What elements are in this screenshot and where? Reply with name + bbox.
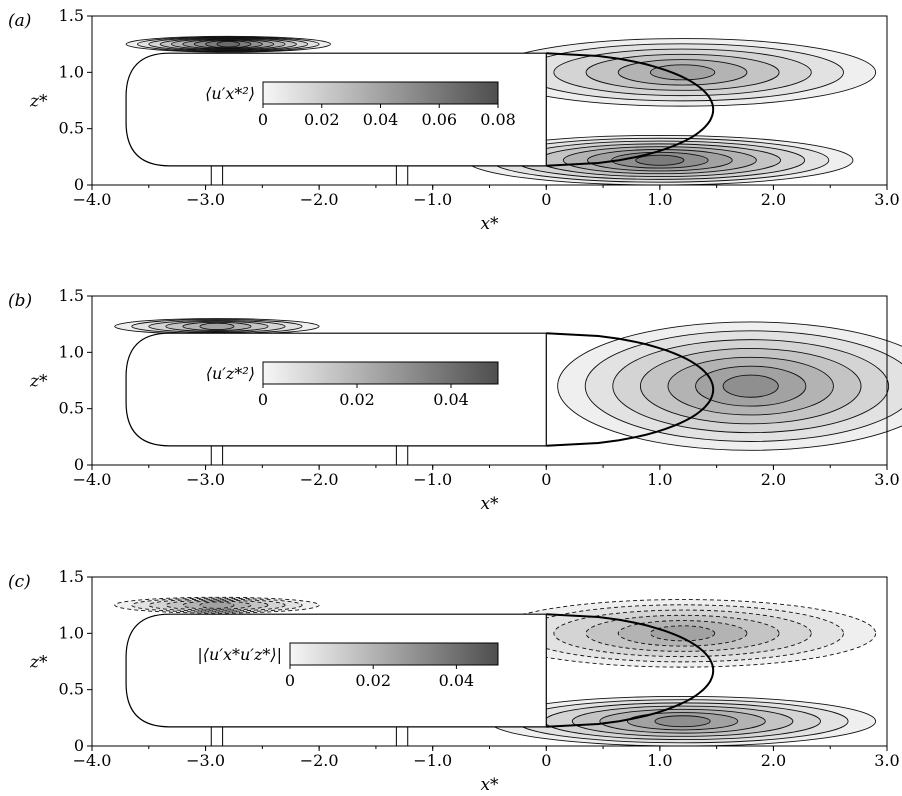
x-tick-label: 0 [541,470,551,489]
plot-area [125,35,877,186]
x-tick-label: −3.0 [186,190,225,209]
x-tick-label: 0 [541,190,551,209]
wake-boundary-curve [546,52,715,167]
contour-level [199,601,235,609]
x-tick-label: −1.0 [413,470,452,489]
x-tick-label: −4.0 [73,751,112,770]
y-tick-label: 0.5 [59,119,84,138]
x-tick-label: −1.0 [413,751,452,770]
x-axis-title: x* [480,494,499,514]
colorbar-tick-label: 0 [258,390,268,409]
colorbar-label: ⟨u′x*²⟩ [205,84,255,103]
x-tick-label: 3.0 [874,470,899,489]
x-tick-label: −4.0 [73,190,112,209]
x-tick-label: 2.0 [761,751,786,770]
x-tick-label: −2.0 [300,190,339,209]
plot-area [114,318,902,465]
colorbar-tick-label: 0.04 [439,671,475,690]
y-tick-label: 1.5 [59,567,84,586]
x-tick-label: 2.0 [761,190,786,209]
y-tick-label: 1.0 [59,342,84,361]
contour-level [722,374,779,398]
x-tick-label: 2.0 [761,470,786,489]
panel-letter: (a) [8,11,31,31]
y-tick-label: 0.5 [59,399,84,418]
colorbar [262,81,499,105]
x-tick-label: 3.0 [874,751,899,770]
y-tick-label: 1.0 [59,623,84,642]
y-tick-label: 0 [74,175,84,194]
colorbar-tick-label: 0.02 [304,110,340,129]
panel-letter: (c) [8,572,31,592]
colorbar-label: |⟨u′x*u′z*⟩| [197,645,282,664]
colorbar [262,361,499,385]
x-tick-label: 0 [541,751,551,770]
x-tick-label: −4.0 [73,470,112,489]
vehicle-body [125,613,547,728]
colorbar-tick-label: 0.02 [339,390,375,409]
y-axis-title: z* [29,653,48,673]
y-tick-label: 0 [74,455,84,474]
x-tick-label: 1.0 [647,190,672,209]
vehicle-body [125,332,547,447]
x-tick-label: 1.0 [647,470,672,489]
colorbar-tick-label: 0 [285,671,295,690]
x-tick-label: −2.0 [300,751,339,770]
y-tick-label: 0.5 [59,680,84,699]
y-tick-label: 1.5 [59,6,84,25]
x-tick-label: −2.0 [300,470,339,489]
colorbar-tick-label: 0 [258,110,268,129]
colorbar-tick-label: 0.08 [480,110,516,129]
contour-level [635,154,685,166]
y-axis-title: z* [29,92,48,112]
colorbar-tick-label: 0.06 [421,110,457,129]
wake-boundary-curve [546,613,715,728]
colorbar-tick-label: 0.04 [433,390,469,409]
plot-area [114,596,877,747]
colorbar [289,642,499,666]
contour-level [654,715,711,728]
contour-level [199,322,235,331]
panel-3: −4.0 −3.0 −2.0 −1.0 0 1.0 2.0 3.0 0 0.5 1.0 1.5 x* z*… [8,567,900,795]
contour-level [216,40,241,48]
x-tick-label: −3.0 [186,751,225,770]
x-tick-label: −1.0 [413,190,452,209]
y-axis-title: z* [29,372,48,392]
vehicle-body [125,52,547,167]
contour-level [649,64,716,81]
x-axis-title: x* [480,775,499,795]
colorbar-tick-label: 0.02 [355,671,391,690]
colorbar-tick-label: 0.04 [363,110,399,129]
wake-boundary-curve [546,332,715,447]
x-tick-label: 1.0 [647,751,672,770]
panel-letter: (b) [8,291,32,311]
x-tick-label: 3.0 [874,190,899,209]
x-tick-label: −3.0 [186,470,225,489]
panel-2: −4.0 −3.0 −2.0 −1.0 0 1.0 2.0 3.0 0 0.5 1.0 1.5 x* z*… [8,286,902,514]
panel-1: −4.0 −3.0 −2.0 −1.0 0 1.0 2.0 3.0 0 0.5 1.0 1.5 x* z*… [8,6,900,234]
y-tick-label: 0 [74,736,84,755]
colorbar-label: ⟨u′z*²⟩ [206,364,255,383]
x-axis-title: x* [480,214,499,234]
y-tick-label: 1.0 [59,62,84,81]
contour-level [649,625,716,642]
y-tick-label: 1.5 [59,286,84,305]
